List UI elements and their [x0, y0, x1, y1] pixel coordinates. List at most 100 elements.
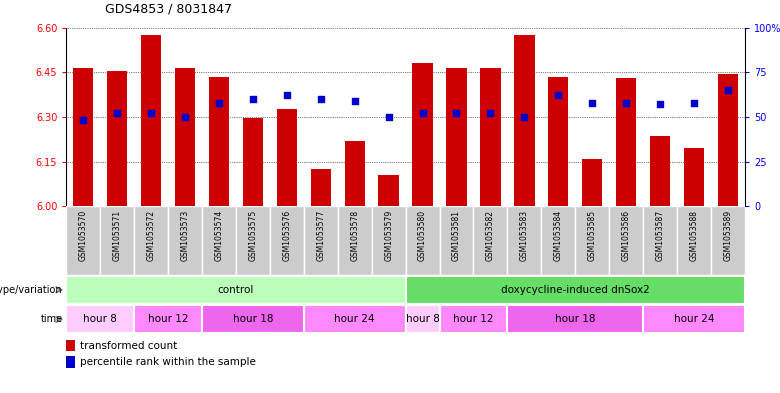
Bar	[277, 110, 297, 206]
Bar	[202, 305, 304, 333]
Bar	[378, 175, 399, 206]
Bar	[66, 206, 101, 275]
Text: GSM1053580: GSM1053580	[418, 210, 427, 261]
Bar	[304, 206, 338, 275]
Bar	[66, 305, 134, 333]
Text: GSM1053575: GSM1053575	[248, 210, 257, 261]
Text: GSM1053584: GSM1053584	[554, 210, 563, 261]
Bar	[141, 35, 161, 206]
Text: hour 18: hour 18	[232, 314, 273, 324]
Point	[382, 114, 395, 120]
Bar	[413, 63, 433, 206]
Bar	[507, 305, 643, 333]
Text: GSM1053574: GSM1053574	[215, 210, 224, 261]
Text: genotype/variation: genotype/variation	[0, 285, 62, 295]
Bar	[576, 206, 609, 275]
Bar	[243, 118, 263, 206]
Text: GSM1053579: GSM1053579	[384, 210, 393, 261]
Bar	[371, 206, 406, 275]
Text: hour 8: hour 8	[406, 314, 439, 324]
Text: GSM1053583: GSM1053583	[519, 210, 529, 261]
Bar	[66, 276, 406, 304]
Point	[450, 110, 463, 116]
Point	[586, 99, 598, 106]
Text: percentile rank within the sample: percentile rank within the sample	[80, 357, 256, 367]
Text: hour 18: hour 18	[555, 314, 595, 324]
Text: hour 24: hour 24	[335, 314, 375, 324]
Bar	[134, 305, 202, 333]
Bar	[718, 74, 738, 206]
Text: GSM1053572: GSM1053572	[147, 210, 156, 261]
Bar	[175, 68, 195, 206]
Bar	[643, 206, 677, 275]
Bar	[684, 148, 704, 206]
Point	[722, 87, 734, 93]
Bar	[541, 206, 576, 275]
Text: GSM1053573: GSM1053573	[180, 210, 190, 261]
Point	[179, 114, 191, 120]
Text: GSM1053585: GSM1053585	[587, 210, 597, 261]
Bar	[107, 71, 127, 206]
Point	[552, 92, 565, 99]
Bar	[514, 35, 534, 206]
Text: GSM1053588: GSM1053588	[690, 210, 699, 261]
Bar	[473, 206, 508, 275]
Bar	[73, 68, 94, 206]
Bar	[270, 206, 304, 275]
Text: GSM1053581: GSM1053581	[452, 210, 461, 261]
Point	[417, 110, 429, 116]
Point	[213, 99, 225, 106]
Text: transformed count: transformed count	[80, 340, 177, 351]
Bar	[643, 305, 745, 333]
Bar	[609, 206, 643, 275]
Bar	[338, 206, 372, 275]
Text: hour 12: hour 12	[453, 314, 494, 324]
Bar	[711, 206, 745, 275]
Bar	[616, 78, 636, 206]
Text: GDS4853 / 8031847: GDS4853 / 8031847	[105, 3, 232, 16]
Bar	[168, 206, 202, 275]
Bar	[446, 68, 466, 206]
Bar	[304, 305, 406, 333]
Bar	[66, 356, 75, 367]
Point	[314, 96, 327, 102]
Text: hour 24: hour 24	[674, 314, 714, 324]
Point	[518, 114, 530, 120]
Bar	[440, 206, 473, 275]
Bar	[66, 340, 75, 351]
Text: hour 8: hour 8	[83, 314, 117, 324]
Text: GSM1053589: GSM1053589	[723, 210, 732, 261]
Bar	[507, 206, 541, 275]
Point	[111, 110, 123, 116]
Bar	[406, 276, 745, 304]
Bar	[582, 159, 602, 206]
Text: GSM1053578: GSM1053578	[350, 210, 360, 261]
Point	[654, 101, 666, 108]
Point	[620, 99, 633, 106]
Point	[246, 96, 259, 102]
Bar	[440, 305, 507, 333]
Bar	[345, 141, 365, 206]
Point	[145, 110, 158, 116]
Text: doxycycline-induced dnSox2: doxycycline-induced dnSox2	[501, 285, 650, 295]
Text: hour 12: hour 12	[148, 314, 188, 324]
Text: GSM1053576: GSM1053576	[282, 210, 292, 261]
Point	[349, 98, 361, 104]
Bar	[406, 206, 440, 275]
Text: GSM1053582: GSM1053582	[486, 210, 495, 261]
Text: control: control	[218, 285, 254, 295]
Bar	[310, 169, 331, 206]
Bar	[209, 77, 229, 206]
Point	[281, 92, 293, 99]
Bar	[134, 206, 168, 275]
Text: GSM1053586: GSM1053586	[622, 210, 631, 261]
Bar	[236, 206, 270, 275]
Text: GSM1053571: GSM1053571	[112, 210, 122, 261]
Bar	[480, 68, 501, 206]
Text: GSM1053577: GSM1053577	[316, 210, 325, 261]
Point	[688, 99, 700, 106]
Text: GSM1053587: GSM1053587	[655, 210, 665, 261]
Bar	[677, 206, 711, 275]
Bar	[202, 206, 236, 275]
Bar	[406, 305, 440, 333]
